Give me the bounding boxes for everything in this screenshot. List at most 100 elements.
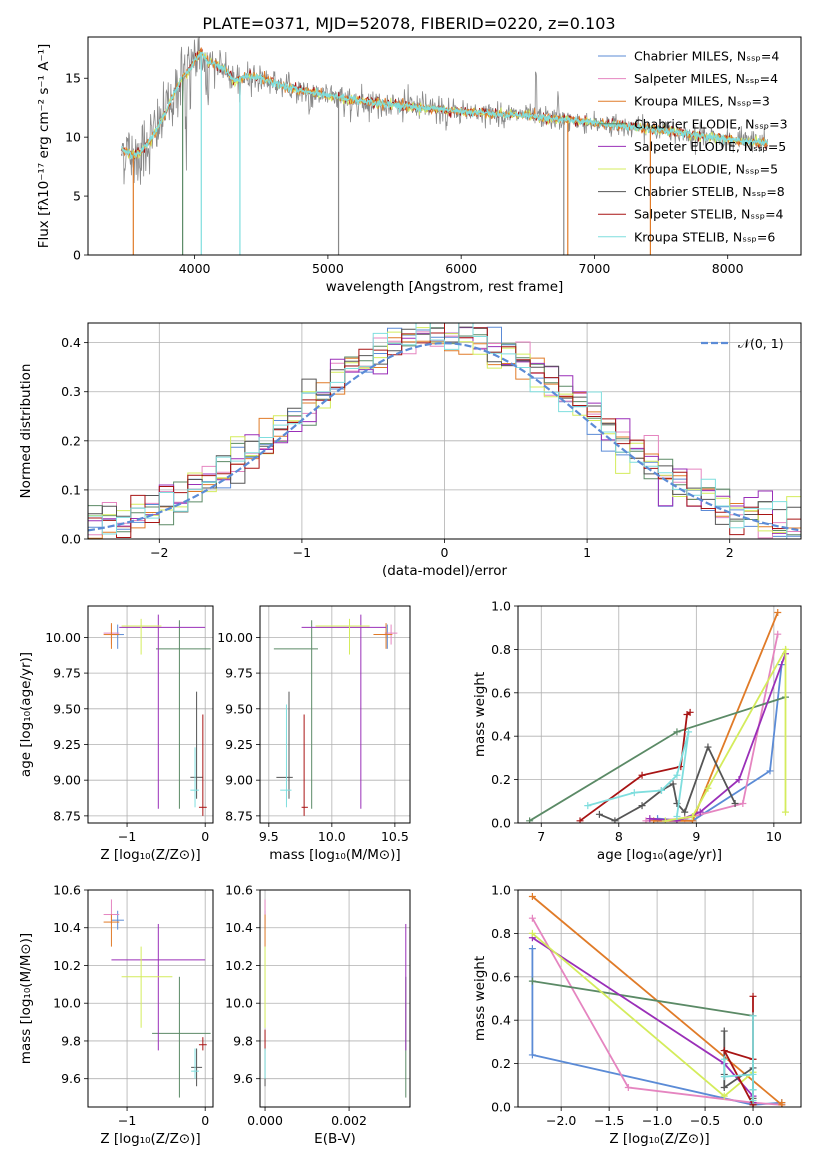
x-tick-label: −1	[293, 545, 311, 560]
x-tick-label: −1	[118, 829, 136, 844]
series-salpeter-stelib	[576, 708, 694, 823]
series-marker	[720, 1047, 728, 1055]
y-tick-label: 10.0	[53, 996, 81, 1011]
legend: Chabrier MILES, Nₛₛₚ=4 Salpeter MILES, Nₛ…	[598, 49, 788, 244]
errorbar-kroupa-stelib	[280, 704, 292, 808]
y-tick-label: 0.0	[491, 1100, 511, 1115]
legend-entry-kroupa-elodie: Kroupa ELODIE, Nₛₛₚ=5	[634, 162, 778, 177]
series-kroupa-elodie	[528, 929, 757, 1107]
series-line	[665, 645, 787, 822]
errorbar-chabrier-elodie	[155, 620, 211, 809]
panel-mass-weight-vs-z: −2.0 −1.5 −1.0 −0.5 0.0 0.0 0.2 0.4 0.6 0.8 1.0 Z […	[472, 883, 802, 1147]
plot-area	[526, 609, 789, 823]
series-line	[587, 731, 690, 817]
legend-entry-chabrier-stelib: Chabrier STELIB, Nₛₛₚ=8	[634, 184, 785, 199]
x-tick-label: 9	[692, 829, 700, 844]
series-marker	[528, 914, 536, 922]
y-tick-label: 9.8	[61, 1033, 81, 1048]
errorbar-chabrier-miles	[111, 910, 124, 930]
series-marker	[646, 815, 654, 823]
errorbar-salpeter-elodie	[111, 923, 206, 1051]
series-marker	[681, 808, 689, 816]
series-marker	[595, 810, 603, 818]
series-marker	[673, 728, 681, 736]
x-tick-label: 4000	[179, 261, 211, 276]
series-marker	[720, 1092, 728, 1100]
x-axis-label: wavelength [Angstrom, rest frame]	[326, 279, 564, 295]
y-tick-label: 0.2	[61, 433, 81, 448]
y-tick-label: 8.75	[53, 808, 81, 823]
series-chabrier-elodie	[526, 693, 789, 823]
panel-age-vs-mass: 9.5 10.0 10.5 8.75 9.00 9.25 9.50 9.75 10.00 mass…	[217, 605, 411, 863]
errorbar-chabrier-elodie	[273, 620, 318, 809]
series-marker	[778, 1099, 786, 1107]
series-marker	[528, 945, 536, 953]
x-axis-label: Z [log₁₀(Z/Z⊙)]	[609, 1131, 709, 1147]
y-tick-label: 9.00	[225, 773, 253, 788]
x-axis-label: (data-model)/error	[382, 563, 508, 579]
x-tick-label: 0.0	[743, 1113, 763, 1128]
series-marker	[766, 767, 774, 775]
series-marker	[704, 784, 712, 792]
x-axis-label: Z [log₁₀(Z/Z⊙)]	[100, 847, 200, 863]
x-tick-label: 5000	[312, 261, 344, 276]
series-marker	[696, 808, 704, 816]
y-tick-label: 0.6	[491, 685, 511, 700]
y-tick-label: 9.50	[53, 701, 81, 716]
axes-frame	[517, 889, 802, 1108]
plot-area	[103, 614, 211, 816]
axes-frame	[259, 889, 411, 1108]
x-tick-label: 8000	[712, 261, 744, 276]
x-axis-label: E(B-V)	[314, 1131, 356, 1147]
series-salpeter-stelib	[720, 992, 757, 1107]
plot-area	[103, 899, 211, 1098]
x-tick-label: 0	[441, 545, 449, 560]
series-marker	[749, 1012, 757, 1020]
gaussian-curve	[88, 342, 801, 532]
errorbar-kroupa-elodie	[315, 618, 370, 655]
errorbar-kroupa-elodie	[121, 946, 173, 1028]
series-marker	[584, 802, 592, 810]
x-tick-label: 0	[201, 829, 209, 844]
y-tick-label: 9.50	[225, 701, 253, 716]
y-tick-label: 9.6	[61, 1071, 81, 1086]
y-axis-label: mass weight	[472, 672, 488, 757]
x-tick-label: 9.5	[259, 829, 279, 844]
x-tick-label: 7000	[579, 261, 611, 276]
panel-mass-vs-e-b-v: 0.000 0.002 9.6 9.8 10.0 10.2 10.4 10.6 E(B-V)	[225, 883, 411, 1147]
y-tick-label: 5	[73, 189, 81, 204]
histogram-salpeter-stelib	[88, 323, 801, 538]
series-marker	[720, 1073, 728, 1081]
y-axis-label: Flux [fλ10⁻¹⁷ erg cm⁻² s⁻¹ A⁻¹]	[36, 44, 52, 249]
y-tick-label: 9.6	[233, 1071, 253, 1086]
errorbar-chabrier-stelib	[190, 691, 203, 799]
series-marker	[528, 977, 536, 985]
axes-frame	[87, 605, 214, 824]
x-tick-label: 6000	[445, 261, 477, 276]
errorbar-chabrier-miles	[111, 624, 124, 649]
panel-mass-vs-z: −1 0 9.6 9.8 10.0 10.2 10.4 10.6 Z [log₁₀(Z/Z⊙)]…	[18, 883, 214, 1147]
plot-area	[120, 37, 768, 255]
y-tick-label: 9.00	[53, 773, 81, 788]
legend-entry-chabrier-miles: Chabrier MILES, Nₛₛₚ=4	[634, 49, 779, 64]
errorbar-chabrier-stelib	[191, 1048, 203, 1087]
series-marker	[731, 799, 739, 807]
plot-area	[273, 614, 398, 816]
axes-frame	[87, 36, 802, 256]
y-tick-label: 9.25	[53, 737, 81, 752]
y-tick-label: 0.8	[491, 642, 511, 657]
series-marker	[781, 645, 789, 653]
series-marker	[611, 817, 619, 823]
series-kroupa-miles	[528, 893, 786, 1107]
y-tick-label: 15	[65, 71, 81, 86]
series-marker	[657, 786, 665, 794]
x-tick-label: 10	[766, 829, 782, 844]
panel-residual-histogram: −2 −1 0 1 2 0.0 0.1 0.2 0.3 0.4 (data-model)/error…	[18, 322, 802, 579]
legend: 𝒩(0, 1)	[701, 336, 784, 351]
y-tick-label: 10.4	[53, 920, 81, 935]
y-axis-label: mass weight	[472, 956, 488, 1041]
y-tick-label: 0.2	[491, 1056, 511, 1071]
legend-entry-kroupa-miles: Kroupa MILES, Nₛₛₚ=3	[634, 94, 770, 109]
y-tick-label: 1.0	[491, 599, 511, 614]
